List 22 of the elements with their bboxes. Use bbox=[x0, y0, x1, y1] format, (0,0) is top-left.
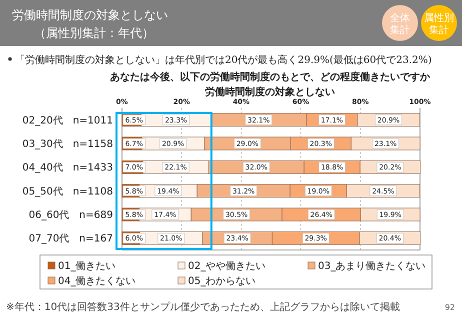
legend-label: 03_あまり働きたくない bbox=[318, 260, 426, 272]
text: 労働時間制度の対象としない bbox=[205, 86, 335, 98]
text: 集計 bbox=[429, 24, 449, 36]
text: 集計 bbox=[390, 24, 410, 36]
text: 「労働時間制度の対象としない」は年代別では20代が最も高く29.9%(最低は60代で23.2%) bbox=[15, 54, 432, 66]
y-tick-label: 03_30代 n=1158 bbox=[22, 139, 113, 150]
y-tick-label: 04_40代 n=1433 bbox=[22, 162, 113, 174]
chart-subtitle: （属性別集計：年代） bbox=[34, 26, 154, 40]
text: 属性別 bbox=[424, 12, 454, 24]
text: 全体 bbox=[390, 12, 410, 24]
y-tick-label: 02_20代 n=1011 bbox=[22, 115, 113, 126]
legend-label: 01_働きたい bbox=[58, 260, 116, 272]
y-tick-label: 06_60代 n=689 bbox=[28, 210, 113, 221]
text: ※年代：10代は回答数33件とサンプル僅少であったため、上記グラフからは除いて掲載 bbox=[6, 301, 400, 313]
legend-label: 05_わからない bbox=[188, 276, 256, 287]
text: 92 bbox=[444, 303, 455, 312]
text: あなたは今後、以下の労働時間制度のもとで、どの程度働きたいですか bbox=[110, 71, 431, 83]
legend-label: 04_働きたくない bbox=[58, 275, 136, 287]
y-tick-label: 05_50代 n=1108 bbox=[22, 186, 113, 198]
legend-label: 02_やや働きたい bbox=[188, 260, 266, 272]
chart-title: 労働時間制度の対象としない bbox=[12, 8, 168, 22]
y-tick-label: 07_70代 n=167 bbox=[28, 234, 113, 245]
